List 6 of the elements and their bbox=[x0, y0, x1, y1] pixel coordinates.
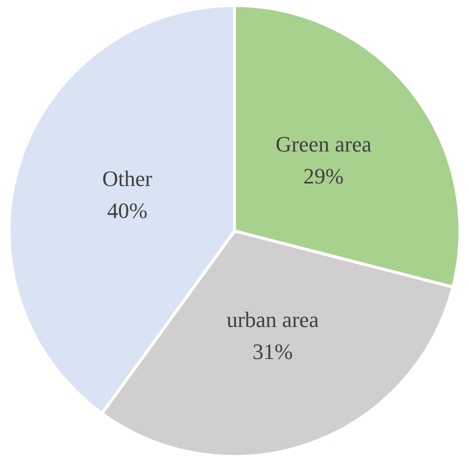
slice-label: Other bbox=[102, 166, 153, 191]
slice-label: urban area bbox=[226, 306, 320, 332]
data-label: 29% bbox=[303, 164, 344, 189]
slice-label: Green area bbox=[276, 132, 372, 157]
data-label: 40% bbox=[107, 198, 148, 223]
data-label: 31% bbox=[252, 338, 293, 364]
